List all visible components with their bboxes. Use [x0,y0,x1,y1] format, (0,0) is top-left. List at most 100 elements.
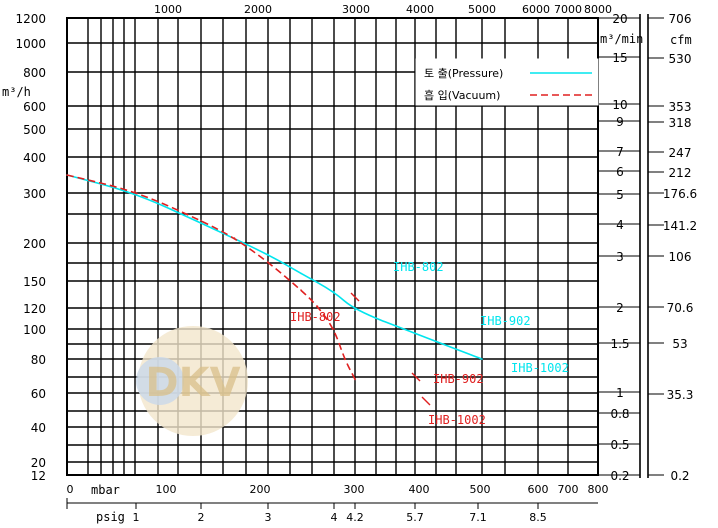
psig-tick-label: 4 [331,511,338,524]
left-tick-label: 150 [23,275,46,289]
curve-label: IHB-902 [433,372,484,386]
right-inner-tick-label: 0.2 [610,469,629,483]
top-tick-label: 2000 [244,3,272,16]
right-inner-tick-label: 6 [616,165,624,179]
series-layer: IHB-802 IHB-902 IHB-1002 IHB-802 IHB-902 IHB-… [66,174,569,427]
data-point [414,332,416,335]
data-point [354,378,356,381]
right-inner-tick-label: 15 [612,51,627,65]
data-point [300,272,302,275]
data-point [343,358,346,360]
right-outer-unit-label: cfm [670,33,692,47]
top-tick-label: 8000 [584,3,612,16]
left-tick-label: 20 [31,456,46,470]
left-tick-label: 800 [23,66,46,80]
curve-label: IHB-1002 [428,413,486,427]
curve-label: IHB-802 [393,260,444,274]
bottom-tick-label: 800 [588,483,609,496]
right-outer-tick-label: 70.6 [667,301,694,315]
right-inner-tick-label: 7 [616,145,624,159]
legend-label: 토 출(Pressure) [424,67,503,80]
left-tick-label: 100 [23,323,46,337]
right-outer-tick-label: 353 [669,100,692,114]
left-tick-label: 600 [23,100,46,114]
right-outer-tick-label: 212 [669,166,692,180]
top-tick-label: 5000 [468,3,496,16]
right-outer-tick-label: 141.2 [663,219,697,233]
top-tick-label: 6000 [522,3,550,16]
top-tick-label: 4000 [406,3,434,16]
psig-tick-label: 7.1 [469,511,487,524]
bottom-tick-label: 300 [344,483,365,496]
curve-label: IHB-902 [480,314,531,328]
vacuum-marker [411,372,421,382]
top-tick-label: 7000 [554,3,582,16]
right-outer-tick-label: 0.2 [670,469,689,483]
top-tick-label: 1000 [154,3,182,16]
psig-unit-label: psig [96,510,125,524]
data-point [316,305,319,308]
data-point [333,291,335,293]
data-point [200,219,202,222]
data-point [233,237,236,239]
psig-tick-label: 2 [198,511,205,524]
right-outer-tick-label: 530 [669,52,692,66]
right-outer-tick-label: 176.6 [663,187,697,201]
top-tick-label: 3000 [342,3,370,16]
bottom-tick-label: 0 [67,483,74,496]
left-tick-label: 1200 [15,12,46,26]
left-tick-label: 12 [31,469,46,483]
data-point [66,174,68,176]
right-inner-unit-label: m³/min [600,32,643,46]
bottom-tick-label: 500 [470,483,491,496]
right-inner-tick-label: 5 [616,188,624,202]
right-outer-tick-label: 53 [672,337,687,351]
vacuum-curve [66,174,356,381]
watermark-text: DKV [145,360,240,406]
curve-label: IHB-802 [290,310,341,324]
right-inner-tick-label: 20 [612,12,627,26]
bottom-tick-label: 100 [156,483,177,496]
left-tick-label: 200 [23,237,46,251]
left-tick-label: 1000 [15,37,46,51]
right-inner-tick-label: 0.5 [610,438,629,452]
psig-tick-label: 8.5 [529,511,547,524]
left-tick-label: 40 [31,421,46,435]
bottom-tick-label: 200 [250,483,271,496]
data-point [134,190,136,192]
right-inner-tick-label: 1 [616,386,624,400]
right-inner-tick-label: 3 [616,250,624,264]
data-point [200,222,202,224]
left-tick-label: 120 [23,302,46,316]
psig-tick-label: 5.7 [406,511,424,524]
vacuum-marker [421,396,431,406]
right-inner-tick-label: 0.8 [610,407,629,421]
vacuum-marker [350,292,360,302]
left-tick-label: 60 [31,387,46,401]
right-inner-tick-label: 10 [612,98,627,112]
psig-tick-label: 4.2 [346,511,364,524]
watermark-globe [136,357,184,405]
data-point [267,253,269,256]
left-tick-label: 400 [23,151,46,165]
bottom-tick-label: 600 [528,483,549,496]
watermark-logo: DKV [136,326,248,436]
right-outer-tick-label: 247 [669,146,692,160]
watermark-gear [138,326,248,436]
data-point [354,309,356,311]
legend: 토 출(Pressure) 흡 입(Vacuum) [415,58,599,106]
right-outer-tick-label: 318 [669,116,692,130]
data-point [300,289,302,291]
left-tick-label: 300 [23,187,46,201]
data-point [481,358,483,360]
pressure-curve [66,174,483,360]
bottom-tick-label: 700 [558,483,579,496]
right-inner-tick-label: 9 [616,115,624,129]
bottom-unit-label: mbar [91,483,120,497]
right-inner-tick-label: 4 [616,218,624,232]
legend-label: 흡 입(Vacuum) [424,88,500,102]
left-tick-label: 80 [31,353,46,367]
psig-tick-label: 3 [265,511,272,524]
curve-label: IHB-1002 [511,361,569,375]
